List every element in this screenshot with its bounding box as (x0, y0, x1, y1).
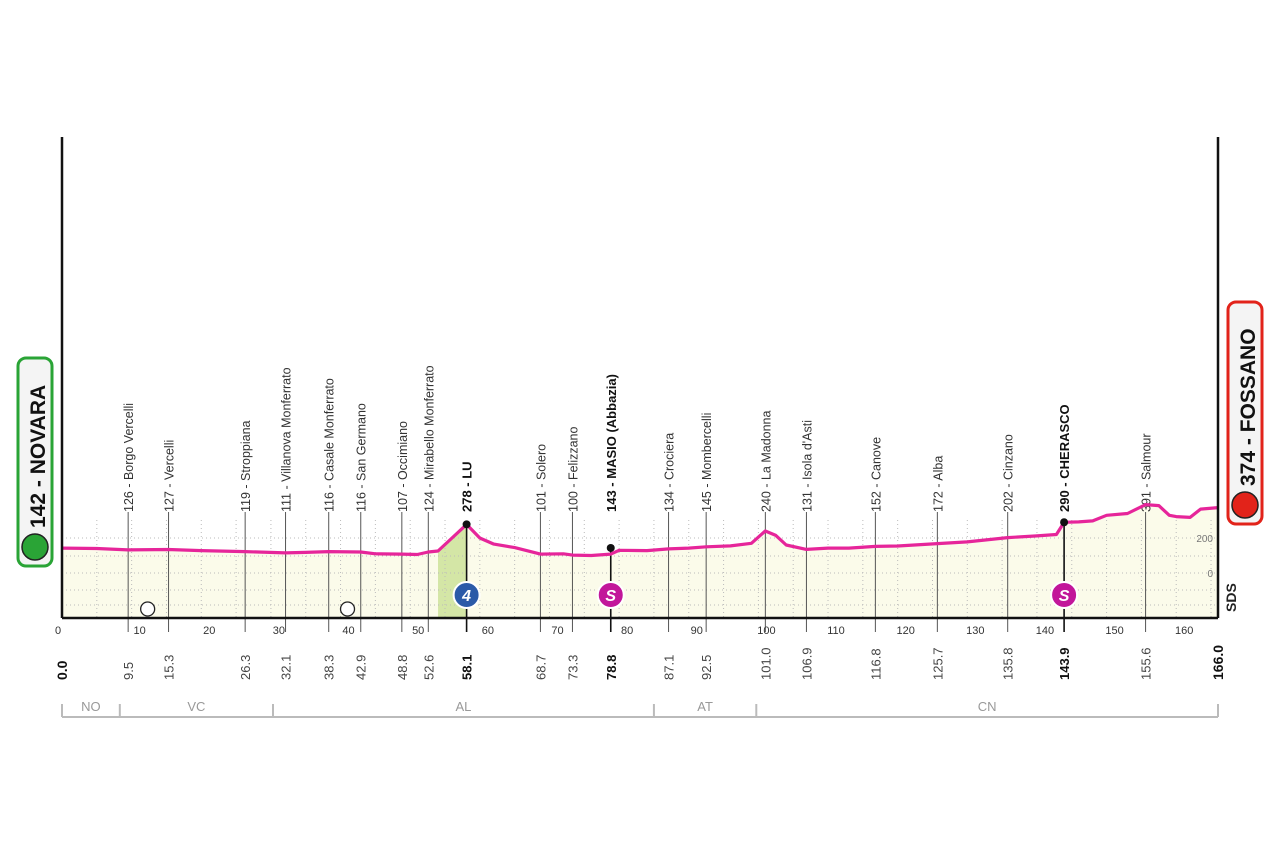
summit-dot (1060, 518, 1069, 527)
tunnel-icon (339, 601, 356, 617)
province-label: VC (187, 699, 205, 714)
place-label: 143 - MASIO (Abbazia) (604, 374, 619, 512)
km-label: 101.0 (758, 647, 773, 680)
x-tick-label: 150 (1105, 625, 1123, 637)
x-tick-label: 100 (757, 625, 775, 637)
km-label: 125.7 (930, 647, 945, 680)
x-tick-label: 140 (1036, 625, 1054, 637)
place-label: 100 - Felizzano (566, 426, 580, 512)
place-label: 278 - LU (460, 461, 475, 512)
place-label: 126 - Borgo Vercelli (122, 403, 136, 512)
profile-line (61, 503, 1219, 558)
km-label: 58.1 (460, 655, 475, 680)
marker-label: S (1059, 588, 1070, 605)
finish-badge (1226, 300, 1264, 526)
place-label: 119 - Stroppiana (239, 420, 253, 512)
y-tick-label: 200 (1196, 534, 1213, 545)
start-badge (16, 356, 54, 568)
x-tick-label: 90 (691, 625, 703, 637)
place-label: 111 - Villanova Monferrato (280, 367, 294, 512)
place-label: 202 - Cinzano (1002, 434, 1016, 512)
x-tick-label: 80 (621, 625, 633, 637)
finish-badge-label: 374 - FOSSANO (1237, 328, 1260, 486)
place-label: 127 - Vercelli (163, 440, 177, 512)
place-label: 240 - La Madonna (759, 410, 773, 512)
sds-logo: SDS (1223, 583, 1239, 612)
km-label: 9.5 (121, 662, 136, 680)
km-label: 135.8 (1001, 647, 1016, 680)
x-tick-label: 120 (896, 625, 914, 637)
province-label: NO (81, 699, 101, 714)
x-tick-label: 130 (966, 625, 984, 637)
km-label: 155.6 (1139, 647, 1154, 680)
cyclist-finish-icon (1231, 491, 1259, 519)
place-label: 116 - Casale Monferrato (323, 378, 337, 512)
start-km-label: 0.0 (54, 660, 70, 680)
place-label: 116 - San Germano (355, 403, 369, 512)
place-label: 391 - Salmour (1140, 433, 1154, 512)
km-label: 15.3 (162, 655, 177, 680)
summit-dot (462, 520, 471, 529)
place-label: 290 - CHERASCO (1057, 404, 1072, 512)
km-label: 52.6 (421, 655, 436, 680)
summit-dot (606, 543, 615, 552)
sprint-icon (1050, 581, 1079, 609)
km-label: 48.8 (395, 655, 410, 680)
km-label: 143.9 (1057, 647, 1072, 680)
province-label: AT (697, 699, 713, 714)
x-tick-label: 70 (551, 625, 563, 637)
x-tick-label: 110 (827, 625, 845, 637)
kom-category-icon (452, 581, 481, 609)
cyclist-start-icon (21, 533, 49, 561)
place-label: 101 - Solero (534, 444, 548, 512)
finish-km-label: 166.0 (1210, 645, 1226, 680)
km-label: 106.9 (799, 647, 814, 680)
profile-fill (62, 504, 1218, 618)
place-label: 152 - Canove (869, 437, 883, 512)
sprint-icon (596, 581, 625, 609)
place-label: 124 - Mirabello Monferrato (422, 365, 436, 512)
km-label: 38.3 (322, 655, 337, 680)
province-label: AL (456, 699, 472, 714)
level-crossing-icon (140, 601, 156, 617)
km-label: 26.3 (238, 655, 253, 680)
y-tick-label: 0 (1207, 569, 1213, 580)
place-label: 134 - Crociera (663, 433, 677, 512)
km-label: 73.3 (565, 655, 580, 680)
km-label: 42.9 (354, 655, 369, 680)
start-badge-label: 142 - NOVARA (27, 385, 50, 528)
x-tick-label: 40 (342, 625, 354, 637)
km-label: 116.8 (868, 648, 883, 680)
km-label: 92.5 (699, 655, 714, 680)
km-label: 68.7 (533, 655, 548, 680)
km-label: 87.1 (662, 655, 677, 680)
marker-label: 4 (461, 588, 471, 605)
km-label: 78.8 (604, 655, 619, 680)
place-label: 145 - Mombercelli (700, 413, 714, 512)
x-tick-label: 20 (203, 625, 215, 637)
km-label: 32.1 (279, 655, 294, 680)
marker-label: S (605, 588, 616, 605)
x-tick-label: 10 (134, 625, 146, 637)
place-label: 131 - Isola d'Asti (800, 420, 814, 512)
x-tick-label: 60 (482, 625, 494, 637)
place-label: 172 - Alba (931, 456, 945, 512)
place-label: 107 - Occimiano (396, 421, 410, 512)
x-tick-label: 50 (412, 625, 424, 637)
x-tick-label: 160 (1175, 625, 1193, 637)
x-tick-label: 0 (55, 625, 61, 637)
x-tick-label: 30 (273, 625, 285, 637)
province-label: CN (978, 699, 997, 714)
